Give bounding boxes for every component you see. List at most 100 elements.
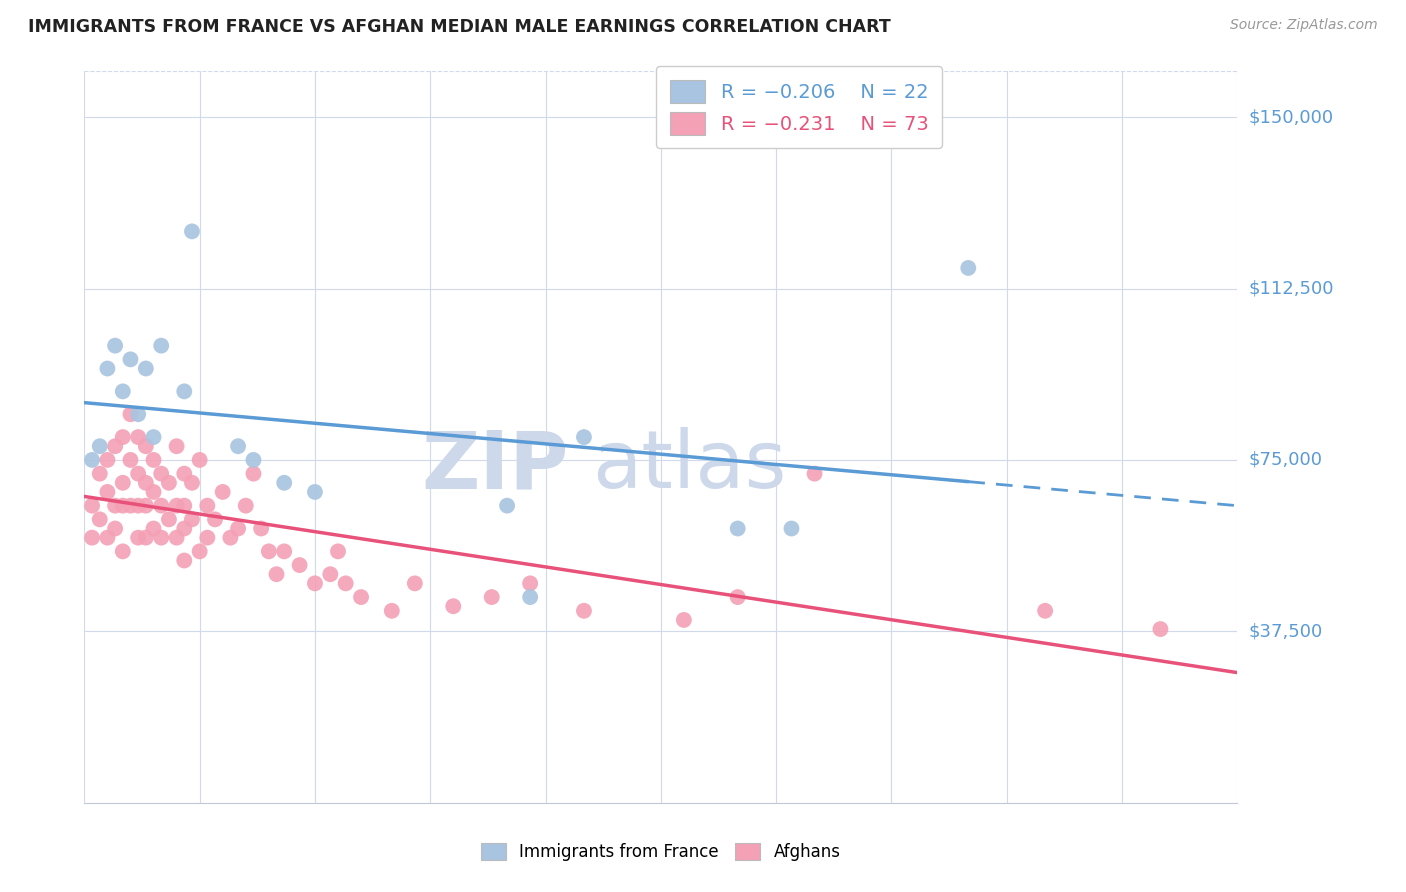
Point	[120, 407, 142, 421]
Point	[226, 521, 249, 535]
Point	[1149, 622, 1171, 636]
Point	[319, 567, 342, 582]
Point	[803, 467, 825, 481]
Point	[135, 475, 157, 490]
Point	[204, 512, 226, 526]
Point	[135, 361, 157, 376]
Point	[96, 453, 118, 467]
Point	[1033, 604, 1056, 618]
Point	[111, 475, 134, 490]
Point	[219, 531, 242, 545]
Point	[127, 467, 149, 481]
Point	[173, 467, 195, 481]
Point	[157, 512, 180, 526]
Point	[181, 224, 204, 238]
Point	[727, 521, 749, 535]
Point	[157, 475, 180, 490]
Point	[195, 499, 218, 513]
Text: $37,500: $37,500	[1249, 623, 1323, 640]
Point	[120, 352, 142, 367]
Point	[250, 521, 273, 535]
Point	[481, 590, 503, 604]
Point	[173, 553, 195, 567]
Point	[672, 613, 695, 627]
Point	[381, 604, 404, 618]
Point	[127, 407, 149, 421]
Point	[142, 430, 165, 444]
Point	[111, 430, 134, 444]
Point	[150, 499, 173, 513]
Point	[288, 558, 311, 573]
Point	[142, 453, 165, 467]
Point	[211, 484, 233, 499]
Point	[142, 521, 165, 535]
Point	[166, 499, 188, 513]
Point	[519, 576, 541, 591]
Point	[104, 439, 127, 453]
Point	[80, 499, 103, 513]
Text: IMMIGRANTS FROM FRANCE VS AFGHAN MEDIAN MALE EARNINGS CORRELATION CHART: IMMIGRANTS FROM FRANCE VS AFGHAN MEDIAN …	[28, 18, 891, 36]
Point	[111, 544, 134, 558]
Point	[404, 576, 426, 591]
Point	[104, 499, 127, 513]
Point	[150, 467, 173, 481]
Point	[727, 590, 749, 604]
Point	[166, 531, 188, 545]
Point	[104, 521, 127, 535]
Point	[496, 499, 519, 513]
Text: atlas: atlas	[592, 427, 786, 506]
Point	[135, 531, 157, 545]
Text: ZIP: ZIP	[422, 427, 568, 506]
Point	[127, 499, 149, 513]
Point	[266, 567, 288, 582]
Point	[150, 531, 173, 545]
Point	[181, 512, 204, 526]
Point	[350, 590, 373, 604]
Point	[111, 384, 134, 399]
Point	[519, 590, 541, 604]
Text: $112,500: $112,500	[1249, 279, 1334, 298]
Point	[235, 499, 257, 513]
Point	[142, 484, 165, 499]
Point	[135, 499, 157, 513]
Point	[173, 499, 195, 513]
Point	[111, 499, 134, 513]
Point	[195, 531, 218, 545]
Point	[173, 384, 195, 399]
Point	[304, 484, 326, 499]
Point	[273, 544, 295, 558]
Text: $75,000: $75,000	[1249, 451, 1323, 469]
Point	[104, 338, 127, 352]
Point	[80, 531, 103, 545]
Point	[181, 475, 204, 490]
Point	[89, 439, 111, 453]
Point	[780, 521, 803, 535]
Point	[572, 604, 595, 618]
Legend: Immigrants from France, Afghans: Immigrants from France, Afghans	[474, 836, 848, 868]
Point	[166, 439, 188, 453]
Point	[188, 544, 211, 558]
Point	[96, 531, 118, 545]
Point	[335, 576, 357, 591]
Point	[257, 544, 280, 558]
Point	[96, 361, 118, 376]
Point	[120, 453, 142, 467]
Point	[242, 467, 264, 481]
Point	[135, 439, 157, 453]
Text: $150,000: $150,000	[1249, 108, 1333, 126]
Point	[89, 512, 111, 526]
Point	[173, 521, 195, 535]
Point	[80, 453, 103, 467]
Point	[273, 475, 295, 490]
Point	[572, 430, 595, 444]
Point	[127, 531, 149, 545]
Point	[89, 467, 111, 481]
Point	[127, 430, 149, 444]
Point	[226, 439, 249, 453]
Point	[96, 484, 118, 499]
Point	[242, 453, 264, 467]
Point	[150, 338, 173, 352]
Point	[304, 576, 326, 591]
Point	[188, 453, 211, 467]
Point	[326, 544, 349, 558]
